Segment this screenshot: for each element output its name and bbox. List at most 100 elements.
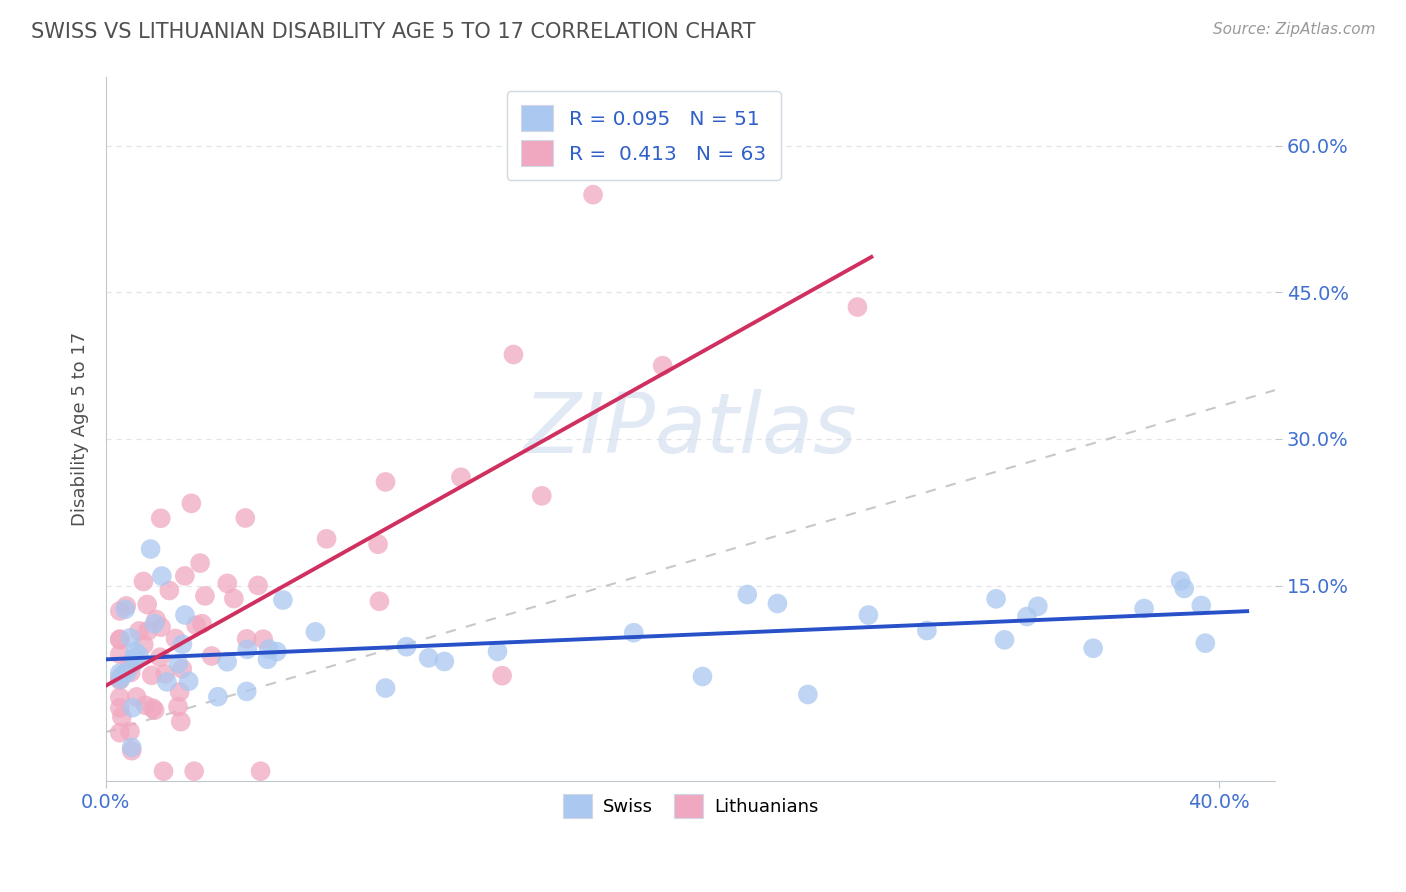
Point bbox=[121, 700, 143, 714]
Point bbox=[114, 602, 136, 616]
Point bbox=[143, 616, 166, 631]
Point bbox=[1189, 599, 1212, 613]
Point bbox=[858, 608, 880, 623]
Point bbox=[993, 632, 1015, 647]
Point bbox=[108, 671, 131, 685]
Point bbox=[128, 624, 150, 638]
Point bbox=[222, 591, 245, 606]
Point bbox=[145, 612, 167, 626]
Point bbox=[120, 665, 142, 680]
Point bbox=[124, 655, 146, 669]
Point bbox=[191, 616, 214, 631]
Point bbox=[1026, 599, 1049, 614]
Point bbox=[184, 618, 207, 632]
Point bbox=[174, 607, 197, 622]
Point bbox=[486, 644, 509, 658]
Point bbox=[108, 632, 131, 646]
Text: SWISS VS LITHUANIAN DISABILITY AGE 5 TO 17 CORRELATION CHART: SWISS VS LITHUANIAN DISABILITY AGE 5 TO … bbox=[31, 22, 755, 42]
Point bbox=[368, 594, 391, 608]
Text: ZIPatlas: ZIPatlas bbox=[523, 389, 858, 470]
Y-axis label: Disability Age 5 to 17: Disability Age 5 to 17 bbox=[72, 332, 89, 526]
Point bbox=[235, 684, 257, 698]
Point bbox=[271, 593, 294, 607]
Point bbox=[915, 624, 938, 638]
Point bbox=[502, 347, 524, 361]
Point bbox=[418, 651, 440, 665]
Point bbox=[108, 690, 131, 705]
Point bbox=[108, 647, 131, 661]
Point bbox=[1173, 582, 1195, 596]
Point bbox=[183, 764, 205, 779]
Point bbox=[797, 688, 820, 702]
Point bbox=[207, 690, 229, 704]
Point bbox=[304, 624, 326, 639]
Point bbox=[766, 597, 789, 611]
Point bbox=[136, 624, 159, 638]
Point bbox=[115, 599, 138, 613]
Point bbox=[200, 648, 222, 663]
Point bbox=[108, 604, 131, 618]
Point bbox=[170, 714, 193, 729]
Point bbox=[180, 496, 202, 510]
Point bbox=[141, 668, 163, 682]
Point bbox=[115, 665, 138, 680]
Point bbox=[156, 674, 179, 689]
Point bbox=[623, 625, 645, 640]
Point bbox=[121, 744, 143, 758]
Point bbox=[692, 669, 714, 683]
Point bbox=[172, 662, 194, 676]
Point bbox=[194, 589, 217, 603]
Point bbox=[249, 764, 271, 779]
Point bbox=[139, 541, 162, 556]
Point bbox=[582, 187, 605, 202]
Point bbox=[217, 655, 239, 669]
Point bbox=[110, 672, 132, 686]
Point bbox=[134, 698, 156, 713]
Point bbox=[1081, 641, 1104, 656]
Point bbox=[108, 632, 131, 647]
Point bbox=[172, 637, 194, 651]
Point bbox=[367, 537, 389, 551]
Point bbox=[252, 632, 274, 647]
Point bbox=[1015, 609, 1038, 624]
Text: Source: ZipAtlas.com: Source: ZipAtlas.com bbox=[1212, 22, 1375, 37]
Point bbox=[157, 583, 180, 598]
Point bbox=[984, 591, 1007, 606]
Point bbox=[1170, 574, 1192, 588]
Point bbox=[530, 489, 553, 503]
Point bbox=[395, 640, 418, 654]
Point bbox=[149, 511, 172, 525]
Point bbox=[150, 620, 173, 634]
Point bbox=[111, 710, 134, 724]
Point bbox=[150, 569, 173, 583]
Point bbox=[247, 578, 270, 592]
Point bbox=[266, 644, 288, 658]
Point bbox=[112, 667, 135, 681]
Point bbox=[153, 667, 176, 681]
Point bbox=[128, 648, 150, 663]
Point bbox=[142, 701, 165, 715]
Point bbox=[256, 652, 278, 666]
Point bbox=[143, 703, 166, 717]
Point bbox=[152, 764, 174, 779]
Point bbox=[374, 475, 396, 489]
Point bbox=[173, 569, 195, 583]
Point bbox=[846, 300, 869, 314]
Point bbox=[125, 690, 148, 704]
Point bbox=[433, 655, 456, 669]
Point bbox=[491, 669, 513, 683]
Point bbox=[257, 642, 280, 657]
Point bbox=[1194, 636, 1216, 650]
Point bbox=[169, 685, 191, 699]
Point bbox=[167, 657, 190, 671]
Point bbox=[118, 724, 141, 739]
Point bbox=[108, 725, 131, 739]
Point bbox=[118, 659, 141, 673]
Point bbox=[108, 666, 131, 681]
Point bbox=[735, 587, 758, 601]
Point bbox=[233, 511, 256, 525]
Point bbox=[120, 631, 142, 645]
Point bbox=[217, 576, 239, 591]
Point bbox=[165, 632, 187, 646]
Point bbox=[132, 638, 155, 652]
